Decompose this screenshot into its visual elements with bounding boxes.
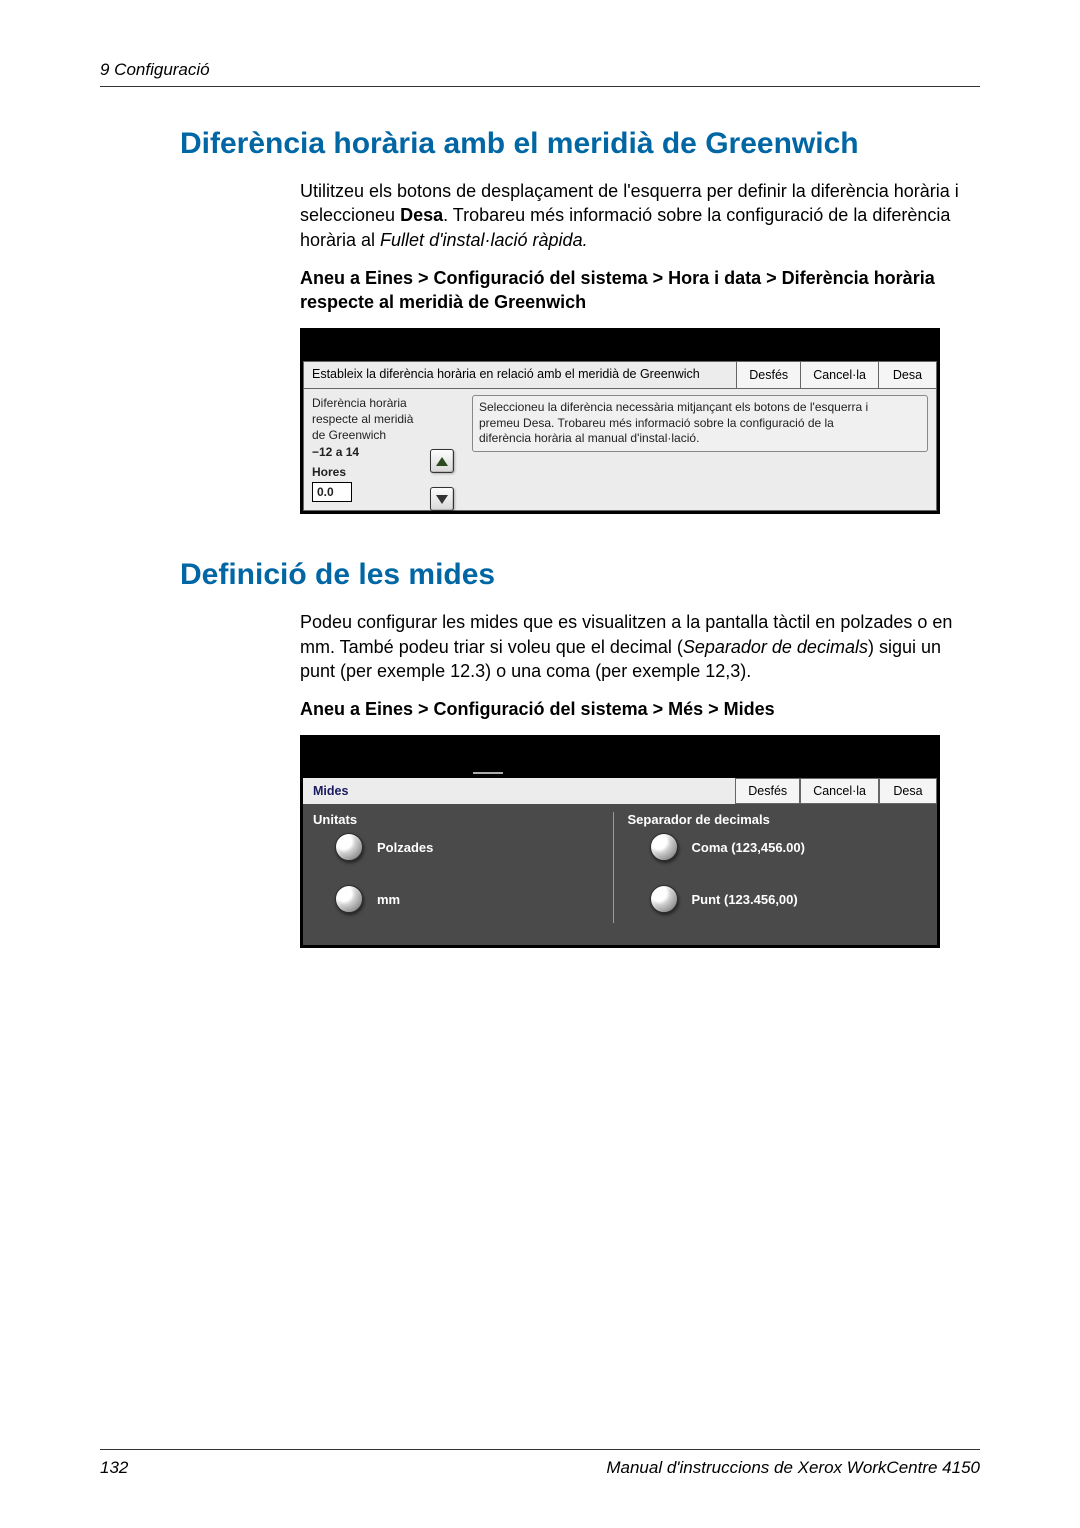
mides-titlebar: Mides Desfés Cancel·la Desa (303, 778, 937, 804)
cancel-button[interactable]: Cancel·la (800, 362, 878, 388)
mides-undo-button[interactable]: Desfés (735, 778, 800, 804)
gmt-left-column: Diferència horària respecte al meridià d… (304, 389, 464, 510)
s1-p-b: Desa (400, 205, 443, 225)
gmt-label-1: Diferència horària (312, 395, 456, 411)
chevron-up-icon (436, 457, 448, 466)
stepper-down-button[interactable] (430, 487, 454, 511)
section1-heading: Diferència horària amb el meridià de Gre… (180, 127, 980, 161)
gmt-label-3: de Greenwich (312, 427, 456, 443)
stepper-up-button[interactable] (430, 449, 454, 473)
radio-row-comma[interactable]: Coma (123,456.00) (650, 833, 928, 861)
section2-paragraph: Podeu configurar les mides que es visual… (300, 610, 980, 683)
gmt-body: Diferència horària respecte al meridià d… (303, 389, 937, 511)
gmt-stepper (430, 449, 454, 511)
units-column: Unitats Polzades mm (313, 812, 613, 923)
radio-label-point: Punt (123.456,00) (692, 892, 798, 907)
mides-body: Unitats Polzades mm Separador de decimal… (303, 804, 937, 945)
page-number: 132 (100, 1458, 128, 1478)
chevron-down-icon (436, 495, 448, 504)
decimal-column: Separador de decimals Coma (123,456.00) … (613, 812, 928, 923)
panel-black-top (303, 331, 937, 361)
gmt-titlebar: Estableix la diferència horària en relac… (303, 361, 937, 389)
gmt-info-2: premeu Desa. Trobareu més informació sob… (479, 416, 921, 432)
section1-path: Aneu a Eines > Configuració del sistema … (300, 266, 980, 315)
gmt-info-1: Seleccioneu la diferència necessària mit… (479, 400, 921, 416)
undo-button[interactable]: Desfés (736, 362, 800, 388)
section1-paragraph: Utilitzeu els botons de desplaçament de … (300, 179, 980, 252)
gmt-info-box: Seleccioneu la diferència necessària mit… (472, 395, 928, 452)
save-button[interactable]: Desa (878, 362, 936, 388)
footer-right: Manual d'instruccions de Xerox WorkCentr… (606, 1458, 980, 1478)
mides-black-top (303, 738, 937, 768)
radio-icon (335, 885, 363, 913)
gmt-panel: Estableix la diferència horària en relac… (300, 328, 940, 514)
radio-label-comma: Coma (123,456.00) (692, 840, 805, 855)
mides-save-button[interactable]: Desa (879, 778, 937, 804)
section2-path: Aneu a Eines > Configuració del sistema … (300, 697, 980, 721)
mides-cancel-button[interactable]: Cancel·la (800, 778, 879, 804)
decimal-header: Separador de decimals (628, 812, 928, 827)
page-header: 9 Configuració (100, 60, 980, 87)
radio-row-mm[interactable]: mm (335, 885, 613, 913)
gmt-right-column: Seleccioneu la diferència necessària mit… (464, 389, 936, 510)
mides-title: Mides (303, 778, 735, 804)
section2-heading: Definició de les mides (180, 558, 980, 592)
radio-row-inches[interactable]: Polzades (335, 833, 613, 861)
s2-p-b: Separador de decimals (683, 637, 868, 657)
radio-row-point[interactable]: Punt (123.456,00) (650, 885, 928, 913)
mides-black-strip (303, 768, 937, 778)
gmt-value-field[interactable]: 0.0 (312, 482, 352, 502)
radio-icon (335, 833, 363, 861)
radio-label-mm: mm (377, 892, 400, 907)
s1-p-d: Fullet d'instal·lació ràpida. (380, 230, 588, 250)
page-footer: 132 Manual d'instruccions de Xerox WorkC… (100, 1449, 980, 1478)
radio-icon (650, 885, 678, 913)
radio-icon (650, 833, 678, 861)
gmt-title: Estableix la diferència horària en relac… (304, 362, 736, 388)
gmt-info-3: diferència horària al manual d'instal·la… (479, 431, 921, 447)
units-header: Unitats (313, 812, 613, 827)
gmt-label-2: respecte al meridià (312, 411, 456, 427)
header-left: 9 Configuració (100, 60, 210, 80)
radio-label-inches: Polzades (377, 840, 433, 855)
mides-panel: Mides Desfés Cancel·la Desa Unitats Polz… (300, 735, 940, 948)
